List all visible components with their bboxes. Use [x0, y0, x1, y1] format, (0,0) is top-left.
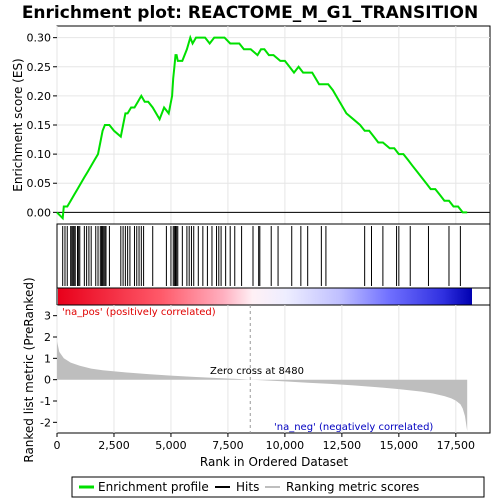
chart-title: Enrichment plot: REACTOME_M_G1_TRANSITIO… [22, 3, 478, 23]
es-y-ticks: 0.00 0.05 0.10 0.15 0.20 0.25 0.30 [27, 32, 57, 219]
metric-y-tick-label: -1 [40, 395, 51, 408]
metric-panel: 3 2 1 0 -1 -2 'na_pos' (positively correlated… [22, 277, 491, 463]
metric-y-tick-label: 0 [44, 374, 51, 387]
metric-panel-frame [56, 304, 491, 434]
x-axis-label: Rank in Ordered Dataset [200, 455, 348, 469]
x-tick-label: 17,500 [437, 439, 476, 452]
x-tick-label: 5,000 [155, 439, 187, 452]
legend-metric-label: Ranking metric scores [286, 480, 419, 494]
neg-correlated-label: 'na_neg' (negatively correlated) [274, 422, 433, 433]
legend-enrichment-label: Enrichment profile [98, 480, 209, 494]
metric-y-tick-label: 2 [44, 331, 51, 344]
color-bar-strip [58, 288, 472, 305]
pos-correlated-label: 'na_pos' (positively correlated) [62, 307, 216, 318]
es-y-tick-label: 0.20 [27, 90, 52, 103]
hits-panel [56, 223, 491, 289]
zero-cross-label: Zero cross at 8480 [210, 366, 304, 377]
x-axis-ticks: 0 2,500 5,000 7,500 10,000 12,500 15,000 17,500 [54, 433, 476, 452]
es-y-tick-label: 0.15 [27, 119, 52, 132]
rank-color-bar [56, 287, 491, 306]
legend-hits-label: Hits [236, 480, 259, 494]
metric-gridlines [56, 305, 457, 433]
es-y-tick-label: 0.30 [27, 32, 52, 45]
metric-y-tick-label: -2 [40, 416, 51, 429]
x-tick-label: 12,500 [323, 439, 362, 452]
x-tick-label: 10,000 [266, 439, 305, 452]
hit-markers [62, 226, 461, 286]
es-y-tick-label: 0.10 [27, 148, 52, 161]
x-tick-label: 0 [54, 439, 61, 452]
hits-panel-frame [56, 223, 491, 289]
x-tick-label: 7,500 [212, 439, 244, 452]
es-y-axis-label: Enrichment score (ES) [11, 58, 25, 191]
ranking-metric-area [57, 341, 468, 431]
es-panel: 0.00 0.05 0.10 0.15 0.20 0.25 0.30 Enrichment … [11, 25, 491, 225]
enrichment-profile-line [56, 34, 468, 221]
es-y-tick-label: 0.05 [27, 177, 52, 190]
metric-y-tick-label: 1 [44, 352, 51, 365]
metric-y-ticks: 3 2 1 0 -1 -2 [40, 310, 57, 429]
metric-y-tick-label: 3 [44, 310, 51, 323]
es-y-tick-label: 0.25 [27, 61, 52, 74]
metric-y-axis-label: Ranked list metric (PreRanked) [22, 277, 36, 462]
x-tick-label: 2,500 [98, 439, 130, 452]
legend: Enrichment profile Hits Ranking metric s… [71, 476, 485, 498]
es-y-tick-label: 0.00 [27, 206, 52, 219]
x-tick-label: 15,000 [380, 439, 419, 452]
